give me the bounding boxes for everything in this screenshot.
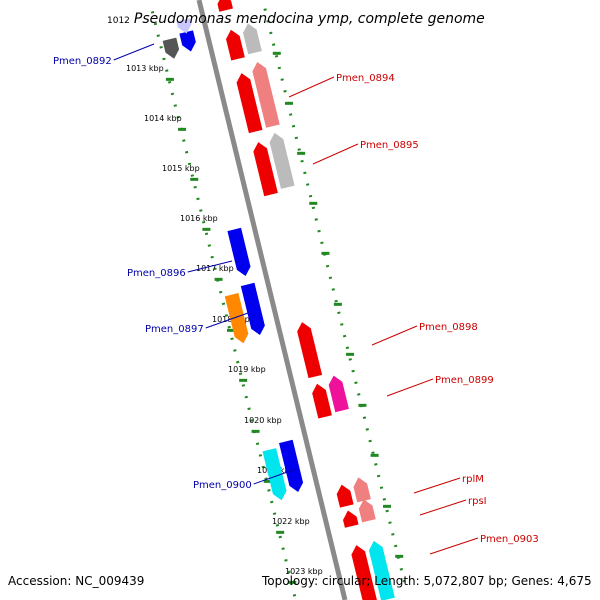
gene-label: rplM — [462, 474, 484, 485]
gene-label-leader — [288, 76, 335, 98]
gene-label-leader — [429, 537, 479, 555]
gene-arrow — [262, 448, 287, 501]
gene-arrow — [368, 540, 395, 600]
gene-arrow — [179, 30, 196, 52]
genome-title: 1012 Pseudomonas mendocina ymp, complete … — [107, 8, 485, 27]
topology-text: Topology: circular; Length: 5,072,807 bp… — [262, 574, 592, 588]
genome-backbone — [196, 0, 348, 600]
gene-label-leader — [386, 378, 434, 397]
gene-label: Pmen_0900 — [193, 480, 252, 491]
gene-arrow — [328, 375, 349, 413]
gene-label: Pmen_0892 — [53, 56, 112, 67]
genome-name: Pseudomonas mendocina ymp, complete geno… — [133, 11, 485, 27]
gene-arrow — [176, 18, 192, 34]
gene-arrow — [236, 73, 263, 134]
gene-arrow — [252, 62, 280, 128]
ruler-ticks — [150, 0, 407, 600]
gene-arrow — [312, 383, 332, 419]
gene-label: Pmen_0894 — [336, 73, 395, 84]
gene-arrow — [253, 142, 278, 197]
gene-arrow — [343, 510, 359, 528]
ruler-label: 1023 kbp — [285, 567, 323, 576]
gene-arrow — [227, 227, 251, 277]
gene-arrow — [297, 322, 323, 379]
ruler-label: 1020 kbp — [244, 416, 282, 425]
gene-label-leader — [205, 312, 249, 329]
ruler-label: 1016 kbp — [180, 214, 218, 223]
gene-features — [162, 0, 395, 600]
gene-arrow — [240, 282, 265, 335]
gene-label-leader — [413, 477, 461, 494]
gene-arrow — [279, 439, 304, 492]
gene-arrow — [269, 132, 295, 189]
ruler-label: 1022 kbp — [272, 517, 310, 526]
gene-label-leader — [419, 499, 467, 516]
gene-arrow — [224, 293, 249, 344]
ruler-labels: 1013 kbp 1014 kbp 1015 kbp 1016 kbp 1017 kbp… — [126, 64, 323, 576]
ruler-label: 1017 kbp — [196, 264, 234, 273]
gene-label: Pmen_0903 — [480, 534, 539, 545]
gene-labels: Pmen_0894 Pmen_0895 Pmen_0898 Pmen_0899 rplM… — [53, 43, 539, 555]
gene-label: Pmen_0895 — [360, 140, 419, 151]
gene-label: Pmen_0896 — [127, 268, 186, 279]
gene-label-leader — [187, 260, 233, 273]
gene-arrow — [353, 477, 371, 503]
gene-label: Pmen_0897 — [145, 324, 204, 335]
gene-label-leader — [371, 325, 418, 346]
gene-arrow — [217, 0, 233, 12]
gene-label-leader — [113, 43, 155, 61]
ruler-label: 1019 kbp — [228, 365, 266, 374]
accession-text: Accession: NC_009439 — [8, 574, 145, 588]
gene-arrow — [351, 545, 378, 600]
ruler-label: 1013 kbp — [126, 64, 164, 73]
gene-arrow — [162, 37, 180, 59]
gene-label-leader — [253, 468, 297, 485]
gene-arrow — [226, 29, 245, 61]
gene-arrow — [358, 499, 376, 523]
gene-arrow — [243, 23, 262, 55]
ruler-label: 1015 kbp — [162, 164, 200, 173]
gene-label: Pmen_0898 — [419, 322, 478, 333]
gene-arrow — [336, 484, 354, 508]
start-coordinate: 1012 — [107, 16, 130, 26]
gene-label-leader — [312, 143, 359, 165]
gene-label: rpsI — [468, 496, 487, 507]
ruler-label: 1014 kbp — [144, 114, 182, 123]
gene-label: Pmen_0899 — [435, 375, 494, 386]
